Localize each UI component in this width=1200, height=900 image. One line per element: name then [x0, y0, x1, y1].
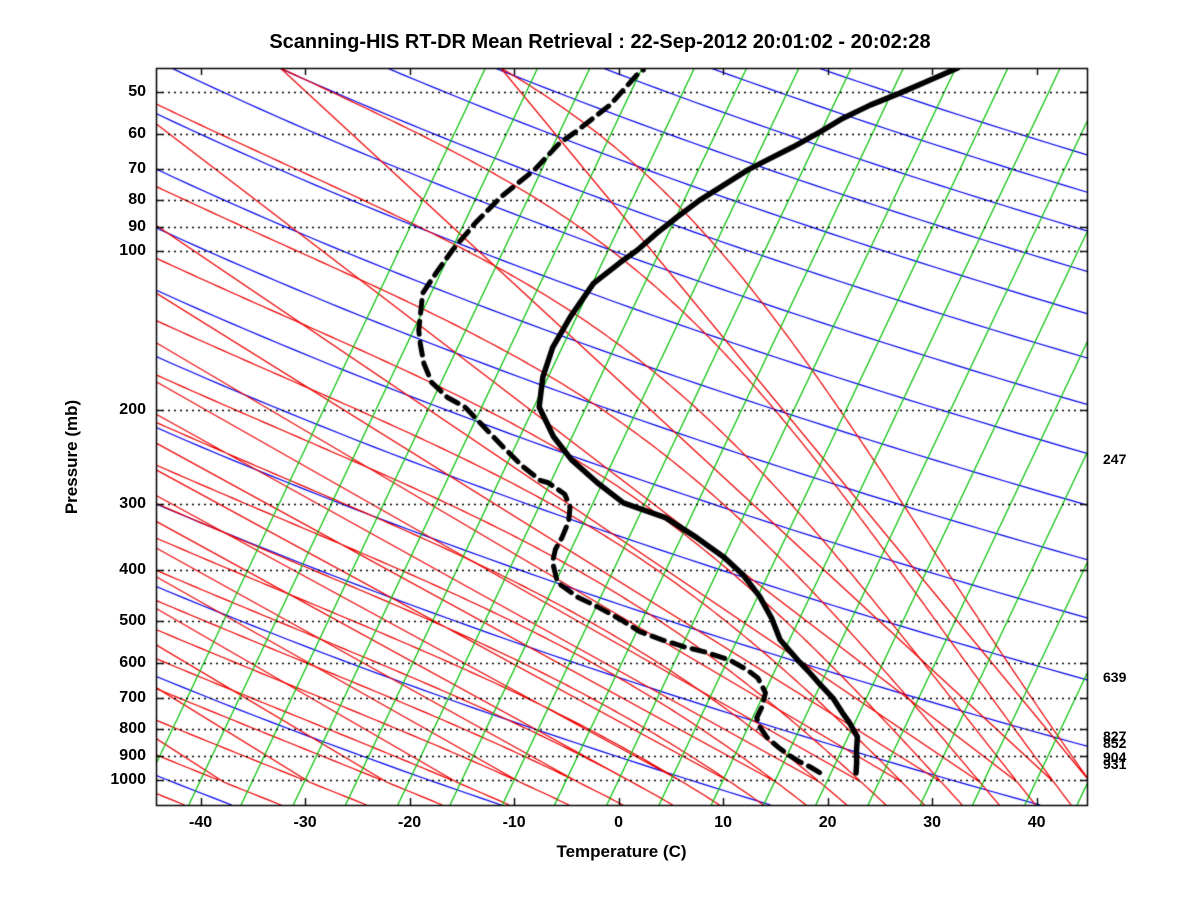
- x-tick-label: -10: [502, 814, 526, 831]
- pressure-level-annotation: 904: [1103, 748, 1127, 765]
- pressure-level-annotation: 852: [1103, 735, 1127, 752]
- pressure-level-annotation: 639: [1103, 669, 1127, 686]
- x-tick-label: 30: [923, 814, 942, 831]
- x-tick-label: -40: [189, 814, 213, 831]
- y-tick-label: 100: [119, 242, 146, 260]
- y-tick-label: 200: [119, 401, 146, 419]
- x-tick-label: 10: [714, 814, 733, 831]
- y-tick-label: 70: [128, 160, 146, 178]
- page-title: Scanning-HIS RT-DR Mean Retrieval : 22-S…: [269, 31, 931, 53]
- pressure-level-annotation: 931: [1103, 755, 1127, 772]
- y-tick-label: 90: [128, 218, 146, 236]
- y-tick-label: 600: [119, 653, 146, 671]
- x-tick-label: 40: [1027, 814, 1046, 831]
- y-tick-label: 1000: [110, 771, 146, 788]
- y-tick-label: 400: [119, 560, 146, 578]
- x-tick-label: 0: [614, 814, 624, 831]
- y-tick-label: 300: [119, 494, 146, 512]
- y-tick-label: 700: [119, 689, 146, 707]
- pressure-level-annotation: 827: [1103, 728, 1127, 745]
- y-tick-label: 50: [128, 83, 146, 101]
- y-tick-label: 500: [119, 611, 146, 629]
- y-tick-label: 900: [119, 746, 146, 764]
- x-tick-label: -20: [398, 814, 422, 831]
- y-tick-label: 60: [128, 125, 146, 143]
- y-tick-label: 80: [128, 191, 146, 209]
- pressure-level-annotation: 247: [1103, 450, 1127, 467]
- x-tick-label: 20: [818, 814, 837, 831]
- x-axis-label: Temperature (C): [556, 842, 687, 861]
- y-tick-label: 800: [119, 719, 146, 737]
- x-tick-label: -30: [293, 814, 317, 831]
